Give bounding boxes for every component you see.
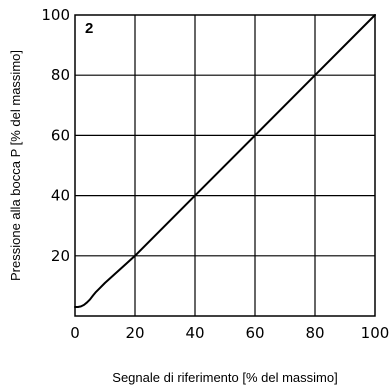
x-tick-label-100: 100 — [361, 324, 390, 342]
grid-lines — [75, 15, 375, 316]
y-tick-label-40: 40 — [51, 187, 70, 205]
x-tick-label-0: 0 — [70, 324, 80, 342]
x-tick-label-20: 20 — [125, 324, 144, 342]
x-tick-label-80: 80 — [305, 324, 324, 342]
series-line-0 — [74, 14, 376, 308]
x-tick-label-60: 60 — [245, 324, 264, 342]
panel-label: 2 — [85, 20, 93, 37]
x-tick-label-40: 40 — [185, 324, 204, 342]
x-axis-title: Segnale di riferimento [% del massimo] — [112, 370, 337, 385]
y-tick-label-60: 60 — [51, 126, 70, 144]
y-tick-label-20: 20 — [51, 247, 70, 265]
y-tick-label-100: 100 — [41, 6, 70, 24]
y-tick-label-80: 80 — [51, 66, 70, 84]
y-axis-title: Pressione alla bocca P [% del massimo] — [8, 50, 23, 281]
series-group — [74, 14, 376, 308]
plot-frame — [74, 14, 376, 317]
tick-labels: 0 20 40 60 80 100 20 40 60 80 100 — [41, 6, 389, 342]
